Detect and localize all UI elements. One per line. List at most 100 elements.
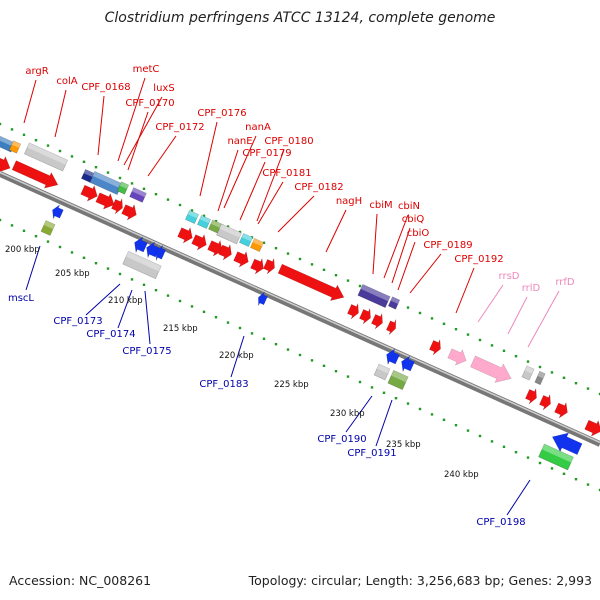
reverse-track-dot bbox=[166, 294, 170, 297]
forward-gene-arrow bbox=[111, 198, 123, 215]
forward-track-dot bbox=[34, 139, 38, 142]
forward-gene-label-leader bbox=[199, 121, 218, 197]
reverse-gene-block-body bbox=[122, 250, 162, 280]
reverse-track-dot bbox=[58, 245, 62, 249]
forward-track-dot bbox=[298, 257, 302, 261]
reverse-track-dot bbox=[334, 370, 338, 373]
forward-track-dot bbox=[274, 247, 278, 250]
forward-gene-label: argR bbox=[25, 66, 48, 77]
reverse-gene-label-leader bbox=[345, 395, 373, 433]
reverse-gene-label: CPF_0198 bbox=[476, 517, 525, 528]
reverse-gene-label-leader bbox=[117, 289, 133, 329]
forward-gene-label-leader bbox=[409, 253, 442, 294]
forward-gene-arrow bbox=[121, 203, 137, 221]
reverse-gene-block bbox=[373, 363, 391, 381]
scale-label: 225 kbp bbox=[274, 380, 309, 390]
forward-gene-block bbox=[249, 237, 265, 253]
forward-gene-block-shine bbox=[11, 140, 21, 148]
forward-gene-label: cbiO bbox=[407, 228, 430, 239]
scale-label: 240 kbp bbox=[444, 470, 479, 480]
forward-gene-arrow-body bbox=[554, 401, 568, 419]
forward-gene-block-body bbox=[238, 232, 254, 248]
forward-gene-block-body bbox=[129, 187, 147, 203]
rna-gene-arrow bbox=[470, 355, 512, 383]
map-title: Clostridium perfringens ATCC 13124, comp… bbox=[104, 10, 496, 26]
rna-gene-label-leader bbox=[507, 296, 528, 335]
reverse-gene-label: CPF_0175 bbox=[122, 346, 171, 357]
reverse-track-dot bbox=[70, 251, 74, 254]
forward-gene-arrow-body bbox=[539, 394, 551, 411]
forward-track-dot bbox=[118, 176, 122, 180]
reverse-track-dot bbox=[454, 424, 458, 427]
forward-track-dot bbox=[178, 203, 182, 207]
forward-gene-label: cbiQ bbox=[402, 214, 425, 225]
forward-track-dot bbox=[358, 284, 362, 288]
scale-label: 220 kbp bbox=[219, 351, 254, 361]
reverse-gene-arrow-body bbox=[401, 355, 415, 373]
forward-gene-block-shine bbox=[131, 187, 147, 198]
scale-label: 210 kbp bbox=[108, 296, 143, 306]
forward-gene-arrow-body bbox=[277, 263, 345, 301]
forward-gene-arrow bbox=[539, 394, 551, 411]
reverse-gene-label: CPF_0191 bbox=[347, 448, 396, 459]
forward-gene-label-leader bbox=[397, 241, 416, 291]
reverse-track-dot bbox=[310, 359, 314, 362]
forward-track-dot bbox=[538, 365, 542, 369]
gene-labels: 200 kbp 205 kbp 210 kbp 215 kbp 220 kbp 225 k… bbox=[5, 64, 575, 528]
reverse-gene-arrow-body bbox=[386, 348, 400, 366]
forward-gene-arrow-body bbox=[584, 419, 600, 437]
scale-label: 235 kbp bbox=[386, 440, 421, 450]
forward-track-dot bbox=[322, 268, 326, 271]
forward-gene-label-leader bbox=[325, 209, 347, 253]
reverse-gene-label-leader bbox=[85, 283, 121, 316]
reverse-gene-label: CPF_0190 bbox=[317, 434, 366, 445]
reverse-gene-block bbox=[122, 250, 162, 280]
forward-gene-block-body bbox=[8, 140, 22, 154]
forward-gene-arrow bbox=[11, 160, 59, 189]
reverse-track-dot bbox=[22, 229, 26, 232]
forward-gene-arrow bbox=[250, 257, 264, 275]
forward-gene-block-shine bbox=[537, 371, 546, 379]
reverse-gene-arrow-body bbox=[155, 244, 167, 261]
reverse-track-dot bbox=[418, 407, 422, 411]
forward-track-dot bbox=[514, 355, 518, 358]
forward-gene-arrow-body bbox=[111, 198, 123, 215]
reverse-gene-arrow bbox=[386, 348, 400, 366]
scale-label: 230 kbp bbox=[330, 409, 365, 419]
reverse-gene-label-leader bbox=[230, 335, 245, 378]
forward-track-dot bbox=[94, 166, 98, 169]
forward-gene-label: metC bbox=[133, 64, 160, 75]
forward-track-dot bbox=[454, 328, 458, 331]
forward-track-dot bbox=[562, 376, 566, 379]
reverse-track-dot bbox=[214, 316, 218, 319]
forward-track-dot bbox=[214, 220, 218, 223]
reverse-gene-arrow bbox=[52, 204, 64, 220]
forward-gene-label-leader bbox=[239, 161, 266, 221]
reverse-gene-label-leader bbox=[506, 479, 531, 516]
forward-track-dot bbox=[586, 387, 590, 390]
reverse-gene-arrow-body bbox=[551, 432, 583, 455]
rna-gene-arrow bbox=[447, 348, 467, 366]
forward-gene-arrow bbox=[277, 263, 345, 301]
forward-track-dot bbox=[574, 382, 578, 385]
reverse-gene-label: CPF_0173 bbox=[53, 316, 102, 327]
reverse-track-dot bbox=[538, 461, 542, 465]
forward-gene-label-leader bbox=[97, 95, 105, 156]
reverse-track-dot bbox=[34, 235, 38, 238]
forward-track-dot bbox=[526, 360, 530, 363]
forward-gene-label: CPF_0172 bbox=[155, 122, 204, 133]
forward-gene-arrow-body bbox=[0, 155, 11, 173]
forward-gene-label: CPF_0176 bbox=[197, 108, 246, 119]
forward-gene-arrow bbox=[233, 250, 249, 268]
forward-gene-block-shine bbox=[360, 284, 391, 302]
forward-track-dot bbox=[82, 160, 86, 163]
forward-track-dot bbox=[130, 182, 134, 185]
reverse-gene-block-body bbox=[40, 220, 56, 236]
reverse-gene-arrow bbox=[551, 432, 583, 455]
forward-gene-label: cbiN bbox=[398, 201, 420, 212]
forward-gene-arrow bbox=[218, 243, 232, 261]
scale-label: 200 kbp bbox=[5, 245, 40, 255]
reverse-track-dot bbox=[46, 240, 50, 243]
forward-track-dot bbox=[190, 209, 194, 212]
forward-gene-label-leader bbox=[391, 227, 411, 284]
